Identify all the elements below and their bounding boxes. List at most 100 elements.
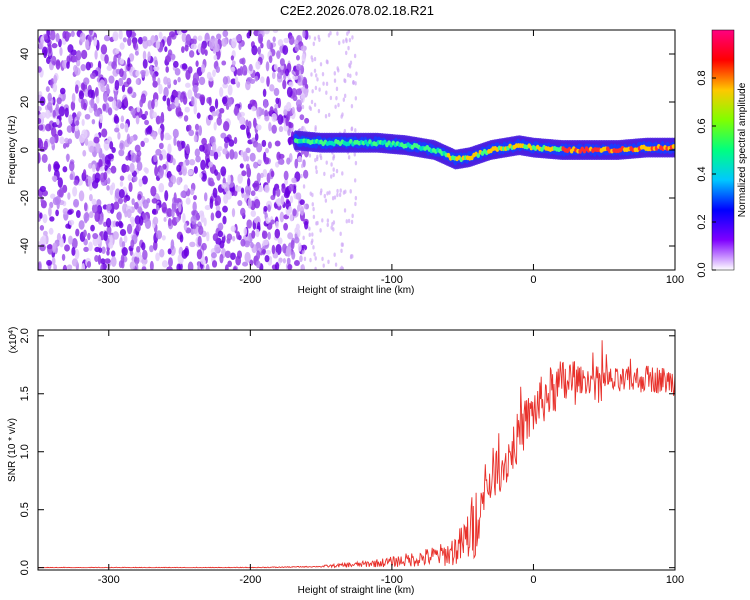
spectrogram-noise-blob: [66, 264, 73, 270]
spectrogram-noise-blob: [99, 113, 104, 124]
spectrogram-noise-blob: [256, 250, 261, 260]
spectrogram-noise-blob: [137, 206, 143, 215]
spectrogram-noise-blob: [119, 228, 127, 236]
spectrogram-noise-blob: [152, 72, 156, 83]
spectrogram-noise-blob: [324, 114, 328, 119]
spectrogram-noise-blob: [318, 87, 321, 92]
spectrogram-noise-blob: [205, 263, 210, 270]
spectrogram-noise-blob: [233, 151, 238, 160]
spectrogram-noise-blob: [265, 217, 270, 224]
spectrogram-noise-blob: [195, 60, 199, 67]
spectrogram-noise-blob: [155, 148, 162, 156]
spectrogram-noise-blob: [106, 185, 110, 191]
spectrogram-noise-blob: [76, 111, 82, 117]
spectrogram-noise-blob: [98, 158, 103, 168]
spectrogram-noise-blob: [138, 215, 144, 226]
spectrogram-noise-blob: [155, 230, 163, 240]
spectrogram-noise-blob: [250, 210, 257, 218]
spectrogram-noise-blob: [295, 63, 302, 71]
spectrogram-noise-blob: [270, 194, 276, 201]
spectrogram-noise-blob: [159, 166, 164, 177]
spectrogram-noise-blob: [251, 230, 256, 239]
spectrogram-noise-blob: [134, 255, 140, 265]
snr-y-tick-label: 0.0: [19, 560, 31, 575]
spectrogram-noise-blob: [277, 39, 284, 47]
spectrogram-y-tick-label: -40: [19, 238, 31, 254]
spectrogram-noise-blob: [43, 230, 48, 237]
spectrogram-noise-blob: [106, 249, 110, 256]
colorbar-label: Normalized spectral amplitude: [737, 82, 748, 217]
spectrogram-noise-blob: [73, 179, 79, 186]
spectrogram-noise-blob: [316, 220, 319, 226]
spectrogram-noise-blob: [289, 195, 294, 204]
spectrogram-noise-blob: [38, 139, 44, 150]
spectrogram-noise-blob: [299, 206, 305, 216]
snr-panel: -300 -200 -100 0 100 0.0 0.5 1.0 1.5 2.0 Height …: [7, 327, 684, 596]
spectrogram-noise-blob: [308, 153, 312, 158]
spectrogram-noise-blob: [138, 178, 143, 188]
spectrogram-noise-blob: [208, 181, 215, 187]
spectrogram-noise-blob: [211, 260, 218, 268]
spectrogram-noise-blob: [334, 262, 338, 267]
spectrogram-noise-blob: [103, 139, 110, 151]
colorbar-tick-label: 0.2: [696, 214, 708, 229]
spectrogram-noise-blob: [265, 61, 270, 72]
spectrogram-noise-blob: [304, 45, 307, 51]
spectrogram-noise-blob: [256, 107, 260, 118]
spectrogram-noise-blob: [110, 250, 116, 258]
spectrogram-noise-blob: [229, 252, 236, 261]
spectrogram-noise-blob: [66, 125, 73, 133]
spectrogram-noise-blob: [222, 215, 227, 225]
spectrogram-noise-blob: [177, 76, 181, 83]
spectrogram-noise-blob: [333, 252, 336, 257]
spectrogram-noise-blob: [314, 157, 317, 163]
spectrogram-noise-blob: [330, 209, 334, 214]
snr-x-tick-label: -100: [381, 574, 403, 586]
spectrogram-noise-blob: [222, 205, 228, 213]
spectrogram-noise-blob: [41, 46, 48, 56]
spectrogram-noise-blob: [38, 118, 42, 124]
spectrogram-noise-blob: [59, 136, 65, 145]
spectrogram-noise-blob: [333, 71, 336, 76]
spectrogram-noise-blob: [158, 116, 165, 124]
spectrogram-noise-blob: [51, 43, 58, 49]
spectrogram-noise-blob: [173, 136, 177, 147]
spectrogram-noise-blob: [283, 222, 288, 231]
spectrogram-noise-blob: [352, 80, 355, 85]
spectrogram-noise-blob: [101, 153, 105, 164]
spectrogram-noise-blob: [65, 223, 71, 229]
spectrogram-noise-blob: [279, 58, 285, 66]
spectrogram-noise-blob: [247, 177, 251, 187]
spectrogram-noise-blob: [298, 196, 302, 201]
spectrogram-y-label: Frequency (Hz): [7, 116, 18, 185]
spectrogram-noise-blob: [64, 137, 69, 144]
spectrogram-noise-blob: [191, 96, 195, 106]
spectrogram-noise-blob: [38, 66, 42, 73]
spectrogram-noise-blob: [303, 89, 307, 94]
colorbar-tick-label: 0.6: [696, 118, 708, 133]
spectrogram-noise-blob: [65, 32, 72, 38]
spectrogram-noise-blob: [188, 129, 195, 137]
spectrogram-noise-blob: [105, 83, 110, 93]
spectrogram-noise-blob: [127, 37, 132, 47]
spectrogram-noise-blob: [313, 68, 317, 73]
spectrogram-noise-blob: [72, 186, 78, 197]
spectrogram-noise-blob: [119, 122, 125, 130]
spectrogram-noise-blob: [188, 50, 195, 58]
spectrogram-noise-blob: [38, 106, 42, 112]
spectrogram-noise-blob: [208, 161, 214, 168]
spectrogram-noise-blob: [214, 200, 219, 207]
spectrogram-noise-blob: [275, 188, 281, 197]
spectrogram-noise-blob: [126, 208, 132, 219]
spectrogram-noise-blob: [90, 97, 95, 109]
spectrogram-noise-blob: [114, 79, 120, 91]
spectrogram-noise-blob: [198, 225, 204, 236]
spectrogram-noise-blob: [41, 234, 47, 246]
spectrogram-noise-blob: [127, 57, 131, 68]
spectrogram-noise-blob: [78, 220, 85, 230]
spectrogram-noise-blob: [181, 30, 188, 34]
spectrogram-noise-blob: [287, 137, 292, 146]
spectrogram-noise-blob: [166, 170, 172, 178]
spectrogram-noise-blob: [257, 46, 262, 55]
spectrogram-noise-blob: [87, 175, 92, 187]
